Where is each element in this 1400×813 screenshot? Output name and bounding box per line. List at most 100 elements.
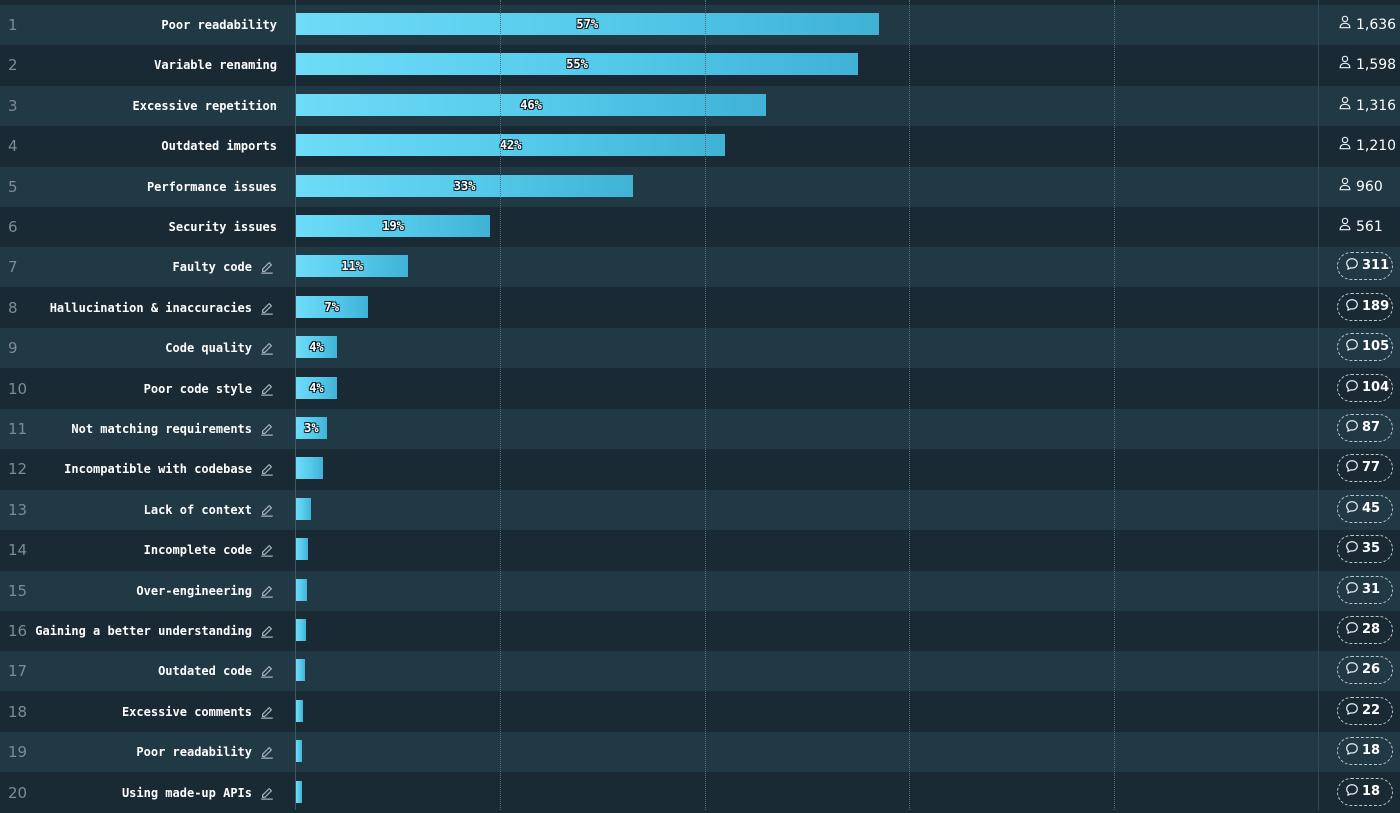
category-label: Excessive repetition: [132, 98, 278, 113]
respondent-count: 960: [1338, 167, 1383, 207]
data-label: 11%: [341, 259, 364, 274]
bar[interactable]: [296, 578, 308, 601]
speech-bubble-icon: [1345, 743, 1362, 758]
comments-button[interactable]: 87: [1337, 414, 1393, 442]
person-icon: [1338, 86, 1352, 126]
data-label: 42%: [499, 138, 522, 153]
bar[interactable]: [296, 13, 879, 35]
data-label: 4%: [309, 380, 324, 395]
pencil-icon[interactable]: [260, 785, 276, 801]
rank-number: 20: [8, 783, 28, 802]
chart-row: 6 Security issues 19% 561: [0, 207, 1400, 247]
respondent-count-value: 561: [1356, 219, 1383, 235]
respondent-count-value: 1,598: [1356, 57, 1397, 74]
category-label: Outdated code: [158, 664, 252, 679]
pencil-icon[interactable]: [260, 623, 276, 639]
speech-bubble-icon: [1345, 702, 1362, 718]
bar[interactable]: [296, 659, 306, 682]
pencil-icon[interactable]: [260, 259, 276, 275]
comments-button[interactable]: 26: [1337, 656, 1393, 685]
pencil-icon[interactable]: [260, 461, 276, 477]
pencil-icon[interactable]: [260, 542, 276, 558]
pencil-icon[interactable]: [260, 744, 276, 760]
category-label: Outdated imports: [161, 139, 277, 154]
data-label: 33%: [453, 178, 476, 193]
speech-bubble-icon: [1345, 420, 1362, 435]
respondent-count: 1,636: [1338, 5, 1396, 45]
person-icon: [1338, 167, 1352, 207]
pencil-icon[interactable]: [260, 340, 276, 356]
pencil-icon[interactable]: [260, 704, 276, 720]
speech-bubble-icon: [1345, 622, 1362, 637]
chart-row: 8 Hallucination & inaccuracies 7% 189: [0, 287, 1400, 328]
chart-row: 20 Using made-up APIs 18: [0, 772, 1400, 813]
bar[interactable]: [296, 457, 323, 480]
comment-count: 105: [1362, 339, 1390, 355]
pencil-icon[interactable]: [260, 663, 276, 679]
speech-bubble-icon: [1345, 460, 1362, 475]
pencil-icon[interactable]: [260, 421, 276, 437]
rank-number: 15: [8, 581, 28, 600]
pencil-icon[interactable]: [260, 502, 276, 518]
bar[interactable]: [296, 699, 304, 722]
category-label: Using made-up APIs: [121, 785, 252, 800]
rank-number: 6: [8, 218, 18, 236]
bar[interactable]: [296, 376, 337, 399]
comments-button[interactable]: 189: [1337, 292, 1393, 321]
comments-button[interactable]: 18: [1337, 737, 1393, 766]
gridline: [1113, 0, 1115, 810]
pencil-icon[interactable]: [260, 381, 276, 397]
category-label: Security issues: [168, 220, 277, 234]
bar[interactable]: [296, 295, 368, 318]
chart-row: 4 Outdated imports 42% 1,210: [0, 126, 1400, 167]
bar[interactable]: [296, 538, 309, 561]
bar[interactable]: [296, 93, 767, 116]
comments-button[interactable]: 104: [1337, 373, 1393, 402]
comments-button[interactable]: 22: [1337, 696, 1393, 725]
category-label: Poor readability: [161, 18, 277, 32]
data-label: 3%: [304, 421, 319, 435]
comments-button[interactable]: 77: [1337, 454, 1393, 483]
chart-row: 10 Poor code style 4% 104: [0, 368, 1400, 409]
rank-number: 5: [8, 177, 18, 196]
bar[interactable]: [296, 215, 491, 237]
category-label: Over-engineering: [136, 583, 252, 598]
person-icon: [1338, 126, 1352, 166]
comments-button[interactable]: 105: [1337, 333, 1393, 362]
comment-count: 18: [1362, 743, 1381, 759]
comments-button[interactable]: 28: [1337, 616, 1393, 644]
comment-count: 31: [1362, 581, 1381, 597]
comments-button[interactable]: 31: [1337, 575, 1393, 604]
gridline: [704, 0, 706, 810]
chart-row: 3 Excessive repetition 46% 1,316: [0, 85, 1400, 126]
rank-number: 2: [8, 56, 18, 75]
category-label: Incompatible with codebase: [64, 462, 252, 477]
category-label: Faulty code: [172, 260, 252, 275]
respondent-count: 1,316: [1338, 86, 1396, 126]
pencil-icon[interactable]: [260, 300, 276, 316]
bar[interactable]: [296, 174, 634, 197]
chart-row: 9 Code quality 4% 105: [0, 328, 1400, 369]
respondent-count-value: 1,636: [1356, 17, 1397, 33]
bar[interactable]: [296, 255, 409, 278]
bar[interactable]: [296, 336, 337, 359]
comments-button[interactable]: 35: [1337, 535, 1393, 564]
bar[interactable]: [296, 417, 327, 439]
comments-button[interactable]: 18: [1337, 777, 1393, 806]
speech-bubble-icon: [1345, 500, 1362, 516]
data-label: 4%: [309, 340, 324, 355]
bar[interactable]: [296, 134, 726, 157]
data-label: 7%: [324, 299, 339, 314]
comments-button[interactable]: 45: [1337, 494, 1393, 523]
comments-button[interactable]: 311: [1337, 252, 1393, 281]
rank-number: 13: [8, 500, 28, 519]
respondent-count-value: 960: [1356, 178, 1383, 195]
comment-count: 18: [1362, 783, 1381, 799]
bar[interactable]: [296, 497, 312, 520]
pencil-icon[interactable]: [260, 583, 276, 599]
bar[interactable]: [296, 619, 307, 641]
bar[interactable]: [296, 740, 303, 763]
respondent-count-value: 1,210: [1356, 138, 1397, 155]
bar[interactable]: [296, 53, 859, 76]
bar[interactable]: [296, 780, 303, 803]
